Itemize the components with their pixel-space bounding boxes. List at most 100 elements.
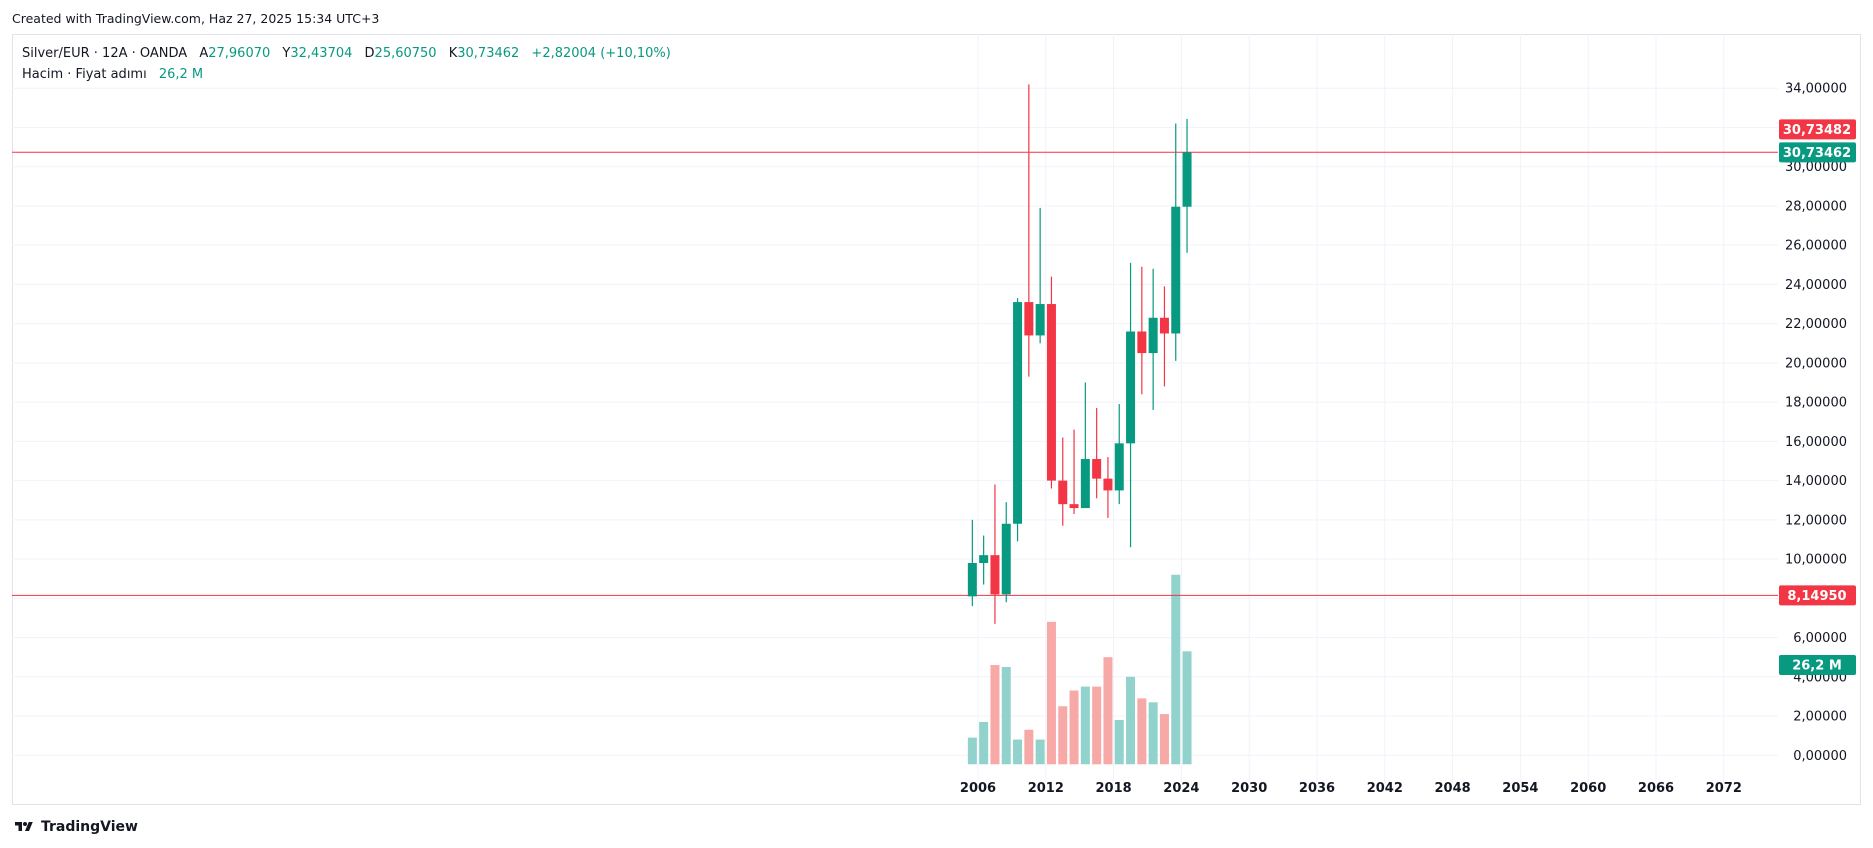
tradingview-logo-icon: [15, 822, 33, 831]
candle-body: [1182, 152, 1192, 207]
time-tick-label: 2036: [1299, 781, 1335, 796]
chart-grid: [12, 34, 1778, 782]
candle-body: [1001, 523, 1011, 595]
price-tick-label: 18,00000: [1785, 396, 1847, 411]
open-label: A: [199, 46, 209, 61]
tradingview-footer[interactable]: TradingView: [12, 819, 138, 835]
volume-tag-bg: [1779, 655, 1856, 676]
volume-bar: [1159, 714, 1169, 765]
price-tick-label: 26,00000: [1785, 239, 1847, 254]
time-tick-label: 2042: [1367, 781, 1403, 796]
volume-bar: [979, 721, 989, 765]
volume-bar: [1035, 739, 1045, 765]
chart-frame: [12, 34, 1861, 805]
time-tick-label: 2030: [1231, 781, 1267, 796]
volume-label[interactable]: Hacim · Fiyat adımı: [22, 67, 147, 82]
volume-value: 26,2 M: [158, 67, 204, 82]
candle-body: [1024, 302, 1034, 336]
low-label: D: [364, 46, 375, 61]
footer-brand: TradingView: [41, 819, 138, 835]
change-value: +2,82004 (+10,10%): [531, 46, 671, 61]
candle-body: [1171, 206, 1181, 334]
candle-body: [1058, 480, 1068, 505]
price-tick-label: 34,00000: [1785, 82, 1847, 97]
volume-bar: [1001, 666, 1011, 765]
price-tick-label: 20,00000: [1785, 356, 1847, 371]
volume-tag: 26,2 M: [1792, 659, 1842, 674]
volume-bar: [990, 665, 1000, 765]
candle-body: [1137, 331, 1147, 354]
price-tick-label: 10,00000: [1785, 553, 1847, 568]
time-tick-label: 2054: [1502, 781, 1538, 796]
price-tick-label: 24,00000: [1785, 278, 1847, 293]
price-tick-label: 12,00000: [1785, 513, 1847, 528]
volume-bar: [1126, 676, 1136, 765]
volume-bar: [1058, 706, 1068, 765]
time-tick-label: 2060: [1570, 781, 1606, 796]
price-tags: 30,73482 30,73462 8,14950 26,2 M: [1779, 119, 1856, 676]
price-tick-label: 14,00000: [1785, 474, 1847, 489]
price-tick-label: 6,00000: [1793, 631, 1847, 646]
time-tick-label: 2024: [1163, 781, 1199, 796]
close-label: K: [448, 46, 458, 61]
price-tag-top-bg: [1779, 119, 1856, 140]
candle-body: [1092, 459, 1102, 479]
candlesticks: [967, 84, 1192, 624]
candle-body: [979, 555, 989, 564]
candle-body: [1013, 302, 1023, 524]
volume-bar: [1114, 719, 1124, 765]
symbol-legend: Silver/EUR · 12A · OANDA A27,96070 Y32,4…: [22, 46, 671, 61]
volume-bar: [1024, 729, 1034, 765]
volume-bar: [1069, 690, 1079, 765]
candle-body: [1103, 478, 1113, 491]
close-value: 30,73462: [457, 46, 520, 61]
volume-bar: [1080, 686, 1090, 765]
volume-bars: [967, 574, 1192, 765]
volume-bar: [1092, 686, 1102, 765]
high-value: 32,43704: [290, 46, 353, 61]
candle-body: [1080, 459, 1090, 509]
price-tick-label: 22,00000: [1785, 317, 1847, 332]
price-tag-top: 30,73482: [1783, 123, 1851, 138]
open-value: 27,96070: [208, 46, 271, 61]
time-tick-label: 2018: [1096, 781, 1132, 796]
time-tick-label: 2048: [1435, 781, 1471, 796]
time-tick-label: 2072: [1706, 781, 1742, 796]
price-axis: 0,000002,000004,000006,000008,0000010,00…: [1785, 82, 1847, 764]
candle-body: [1159, 317, 1169, 334]
candle-body: [1069, 504, 1079, 509]
volume-bar: [967, 737, 977, 765]
candle-body: [1148, 317, 1158, 354]
volume-bar: [1137, 698, 1147, 765]
high-label: Y: [282, 46, 291, 61]
candle-body: [990, 555, 1000, 595]
price-tag-last-bg: [1779, 142, 1856, 163]
price-tag-low: 8,14950: [1787, 589, 1846, 604]
candle-body: [1126, 331, 1136, 444]
price-tag-low-bg: [1779, 585, 1856, 606]
volume-bar: [1148, 702, 1158, 765]
volume-bar: [1046, 621, 1056, 765]
time-tick-label: 2006: [960, 781, 996, 796]
volume-bar: [1171, 574, 1181, 765]
time-tick-label: 2066: [1638, 781, 1674, 796]
price-tick-label: 0,00000: [1793, 749, 1847, 764]
volume-bar: [1013, 739, 1023, 765]
price-tick-label: 16,00000: [1785, 435, 1847, 450]
volume-bar: [1103, 657, 1113, 765]
price-tick-label: 2,00000: [1793, 710, 1847, 725]
price-tick-label: 28,00000: [1785, 199, 1847, 214]
volume-legend: Hacim · Fiyat adımı 26,2 M: [22, 67, 203, 82]
time-tick-label: 2012: [1028, 781, 1064, 796]
chart-credit-header: Created with TradingView.com, Haz 27, 20…: [12, 11, 380, 26]
horizontal-lines: [12, 151, 1778, 596]
price-tick-label: 30,00000: [1785, 160, 1847, 175]
candle-body: [1046, 304, 1056, 481]
symbol-title[interactable]: Silver/EUR · 12A · OANDA: [22, 46, 188, 61]
price-tag-last: 30,73462: [1783, 146, 1851, 161]
low-value: 25,60750: [374, 46, 437, 61]
time-axis: 2006 2012 2018 2024 2030 2036 2042 2048 2054 2060…: [960, 781, 1742, 796]
volume-bar: [1182, 651, 1192, 765]
candle-body: [1035, 304, 1045, 336]
